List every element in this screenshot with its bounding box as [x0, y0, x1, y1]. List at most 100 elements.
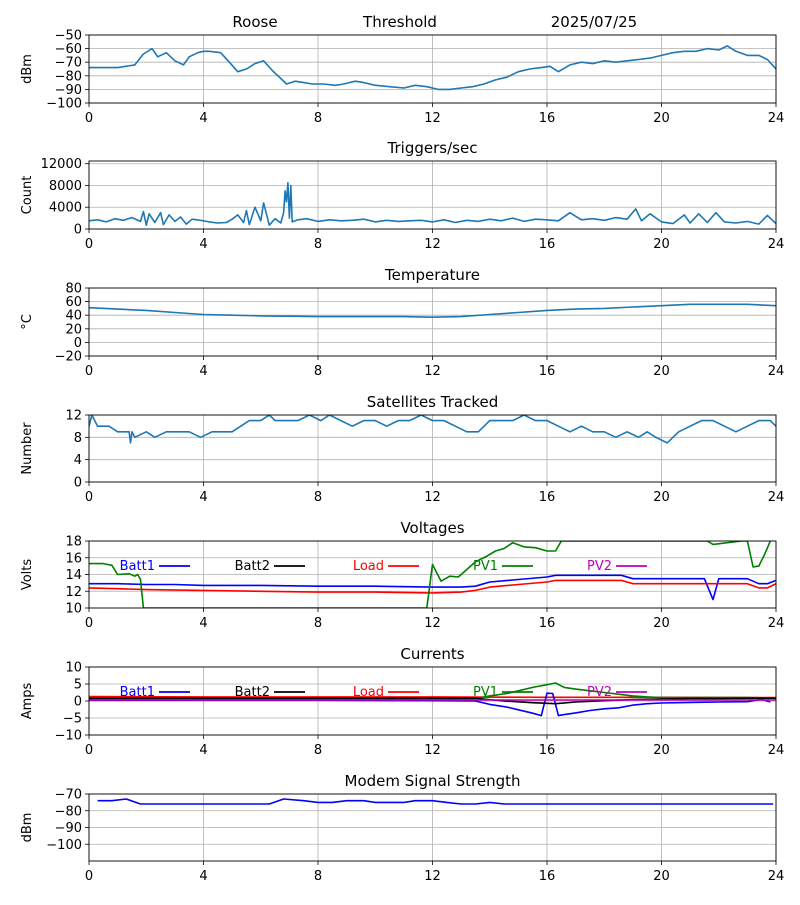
triggers-y-axis-label: Count: [20, 176, 35, 215]
currents-x-tick-label: 20: [653, 743, 670, 758]
signal-y-tick-label: −50: [55, 29, 82, 44]
temperature-y-tick-label: 20: [65, 322, 82, 337]
satellites-y-axis-label: Number: [20, 422, 35, 475]
signal-series-line: [89, 45, 776, 91]
voltages-legend-label-load: Load: [353, 559, 384, 574]
signal-y-tick-label: −100: [46, 97, 82, 112]
temperature-x-tick-label: 12: [424, 364, 441, 379]
triggers-title: Triggers/sec: [387, 139, 478, 157]
signal-y-tick-label: −80: [55, 69, 82, 84]
voltages-series-batt1: [89, 574, 776, 601]
satellites-y-tick-label: 12: [65, 409, 82, 424]
modem-y-tick-label: −70: [55, 788, 82, 803]
modem-x-tick-label: 20: [653, 869, 670, 884]
voltages-legend-label-batt1: Batt1: [120, 559, 155, 574]
voltages-legend-label-batt2: Batt2: [235, 559, 270, 574]
voltages-series-load: [89, 579, 776, 594]
temperature-plot-frame: [88, 287, 777, 357]
satellites-x-tick-label: 4: [199, 490, 207, 505]
triggers-x-tick-label: 16: [539, 237, 556, 252]
currents-x-tick-label: 16: [539, 743, 556, 758]
voltages-x-tick-label: 16: [539, 616, 556, 631]
triggers-plot-frame: [88, 160, 777, 230]
temperature-y-tick-label: 40: [65, 309, 82, 324]
triggers-series-line: [89, 182, 776, 226]
header-date: 2025/07/25: [551, 13, 637, 31]
temperature-y-axis-label: °C: [20, 314, 35, 330]
currents-series-batt1: [89, 692, 771, 717]
voltages-y-tick-label: 16: [65, 551, 82, 566]
triggers-x-tick-label: 12: [424, 237, 441, 252]
temperature-series-line: [89, 303, 776, 319]
signal-y-axis-label: dBm: [20, 54, 35, 84]
currents-y-tick-label: 5: [74, 678, 82, 693]
signal-y-tick-label: −60: [55, 42, 82, 57]
signal-x-tick-label: 8: [314, 111, 322, 126]
voltages-x-tick-label: 8: [314, 616, 322, 631]
triggers-x-tick-label: 20: [653, 237, 670, 252]
temperature-title: Temperature: [384, 266, 480, 284]
satellites-x-tick-label: 20: [653, 490, 670, 505]
signal-x-tick-label: 0: [85, 111, 93, 126]
temperature-x-tick-label: 0: [85, 364, 93, 379]
temperature-y-tick-label: 0: [74, 336, 82, 351]
modem-x-tick-label: 16: [539, 869, 556, 884]
modem-x-tick-label: 24: [768, 869, 785, 884]
signal-x-tick-label: 20: [653, 111, 670, 126]
currents-legend-label-pv2: PV2: [587, 685, 612, 700]
satellites-y-tick-label: 8: [74, 431, 82, 446]
modem-series-line: [97, 798, 774, 805]
currents-y-axis-label: Amps: [20, 682, 35, 719]
temperature-x-tick-label: 8: [314, 364, 322, 379]
temperature-y-tick-label: −20: [55, 350, 82, 365]
triggers-y-tick-label: 8000: [49, 179, 82, 194]
voltages-y-tick-label: 18: [65, 535, 82, 550]
currents-plot-frame: [88, 666, 777, 736]
temperature-x-tick-label: 20: [653, 364, 670, 379]
currents-y-tick-label: 10: [65, 661, 82, 676]
voltages-legend-label-pv1: PV1: [473, 559, 498, 574]
signal-x-tick-label: 4: [199, 111, 207, 126]
modem-y-tick-label: −90: [55, 821, 82, 836]
currents-legend-label-batt1: Batt1: [120, 685, 155, 700]
currents-y-tick-label: 0: [74, 695, 82, 710]
triggers-x-tick-label: 24: [768, 237, 785, 252]
temperature-y-tick-label: 80: [65, 282, 82, 297]
voltages-x-tick-label: 24: [768, 616, 785, 631]
temperature-x-tick-label: 16: [539, 364, 556, 379]
signal-x-tick-label: 24: [768, 111, 785, 126]
signal-plot-frame: [88, 34, 777, 104]
signal-x-tick-label: 12: [424, 111, 441, 126]
satellites-x-tick-label: 12: [424, 490, 441, 505]
modem-x-tick-label: 4: [199, 869, 207, 884]
currents-legend-label-pv1: PV1: [473, 685, 498, 700]
satellites-x-tick-label: 0: [85, 490, 93, 505]
currents-x-tick-label: 8: [314, 743, 322, 758]
voltages-y-tick-label: 14: [65, 568, 82, 583]
voltages-legend-label-pv2: PV2: [587, 559, 612, 574]
currents-x-tick-label: 24: [768, 743, 785, 758]
triggers-x-tick-label: 4: [199, 237, 207, 252]
voltages-plot-frame: [88, 540, 777, 609]
voltages-y-axis-label: Volts: [20, 559, 35, 591]
modem-y-tick-label: −80: [55, 804, 82, 819]
currents-series-batt2: [89, 697, 776, 705]
satellites-y-tick-label: 0: [74, 476, 82, 491]
currents-legend-label-batt2: Batt2: [235, 685, 270, 700]
voltages-series-pv1: [89, 541, 772, 608]
satellites-title: Satellites Tracked: [367, 393, 498, 411]
modem-x-tick-label: 8: [314, 869, 322, 884]
voltages-x-tick-label: 0: [85, 616, 93, 631]
signal-y-tick-label: −90: [55, 83, 82, 98]
modem-y-axis-label: dBm: [20, 813, 35, 843]
modem-plot-frame: [88, 793, 777, 862]
triggers-y-tick-label: 12000: [41, 157, 82, 172]
modem-x-tick-label: 12: [424, 869, 441, 884]
satellites-x-tick-label: 8: [314, 490, 322, 505]
voltages-x-tick-label: 4: [199, 616, 207, 631]
triggers-y-tick-label: 0: [74, 223, 82, 238]
currents-title: Currents: [400, 645, 464, 663]
currents-y-tick-label: −5: [63, 712, 82, 727]
signal-x-tick-label: 16: [539, 111, 556, 126]
